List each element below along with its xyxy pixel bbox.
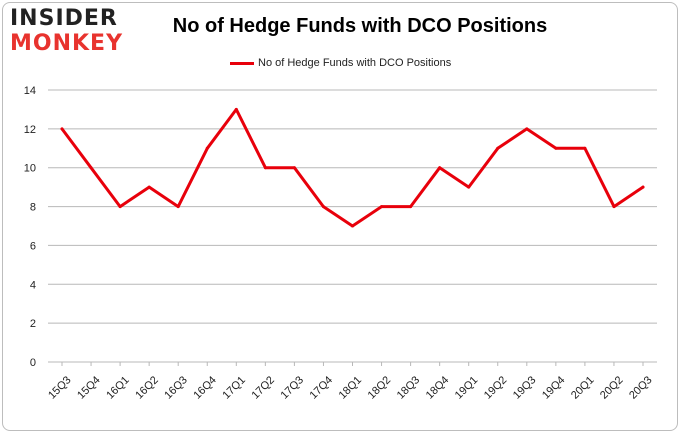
x-tick-label: 20Q3 xyxy=(627,374,655,402)
data-point xyxy=(351,224,354,228)
legend-label: No of Hedge Funds with DCO Positions xyxy=(258,57,452,69)
x-tick-label: 15Q3 xyxy=(46,374,74,402)
data-point xyxy=(554,146,558,150)
y-tick-label: 2 xyxy=(30,318,36,330)
chart-legend: No of Hedge Funds with DCO Positions xyxy=(230,55,451,71)
y-tick-label: 14 xyxy=(24,85,36,97)
x-tick-label: 17Q2 xyxy=(249,374,277,402)
x-tick-label: 16Q2 xyxy=(133,374,161,402)
x-tick-label: 17Q4 xyxy=(308,374,336,402)
data-point xyxy=(467,185,471,189)
data-point xyxy=(496,146,500,150)
data-point xyxy=(89,166,93,170)
x-tick-label: 18Q4 xyxy=(424,374,452,402)
x-tick-label: 19Q2 xyxy=(482,374,510,402)
x-tick-label: 18Q1 xyxy=(337,374,365,402)
logo-line-1: INSIDER xyxy=(10,6,118,31)
data-point xyxy=(234,107,238,111)
y-tick-label: 6 xyxy=(30,240,36,252)
x-tick-label: 20Q2 xyxy=(598,374,626,402)
data-point xyxy=(205,146,209,150)
data-point xyxy=(380,205,384,209)
data-point xyxy=(525,127,529,131)
legend-swatch xyxy=(230,61,254,65)
x-tick-label: 16Q1 xyxy=(104,374,132,402)
data-point xyxy=(583,146,587,150)
y-tick-label: 8 xyxy=(30,202,36,214)
data-point xyxy=(176,205,180,209)
data-point xyxy=(321,205,325,209)
data-point xyxy=(292,166,296,170)
y-tick-label: 0 xyxy=(30,357,36,369)
y-tick-label: 12 xyxy=(24,124,36,136)
x-tick-label: 18Q2 xyxy=(366,374,394,402)
insider-monkey-logo: INSIDER MONKEY xyxy=(10,6,128,58)
data-point xyxy=(438,166,442,170)
data-point xyxy=(612,205,616,209)
y-tick-label: 4 xyxy=(30,279,36,291)
data-point xyxy=(409,205,413,209)
x-tick-label: 17Q3 xyxy=(279,374,307,402)
chart-title: No of Hedge Funds with DCO Positions xyxy=(172,15,548,37)
data-point xyxy=(641,185,645,189)
data-point xyxy=(118,205,122,209)
x-tick-label: 16Q4 xyxy=(191,374,219,402)
data-point xyxy=(147,185,151,189)
logo-line-2: MONKEY xyxy=(10,31,124,56)
x-tick-label: 20Q1 xyxy=(569,374,597,402)
x-tick-label: 16Q3 xyxy=(162,374,190,402)
x-tick-label: 15Q4 xyxy=(75,374,103,402)
x-tick-label: 19Q4 xyxy=(540,374,568,402)
x-tick-label: 19Q1 xyxy=(453,374,481,402)
y-tick-label: 10 xyxy=(24,163,36,175)
data-point xyxy=(263,166,267,170)
data-point xyxy=(60,127,64,131)
x-tick-label: 19Q3 xyxy=(511,374,539,402)
x-tick-label: 18Q3 xyxy=(395,374,423,402)
x-tick-label: 17Q1 xyxy=(220,374,248,402)
